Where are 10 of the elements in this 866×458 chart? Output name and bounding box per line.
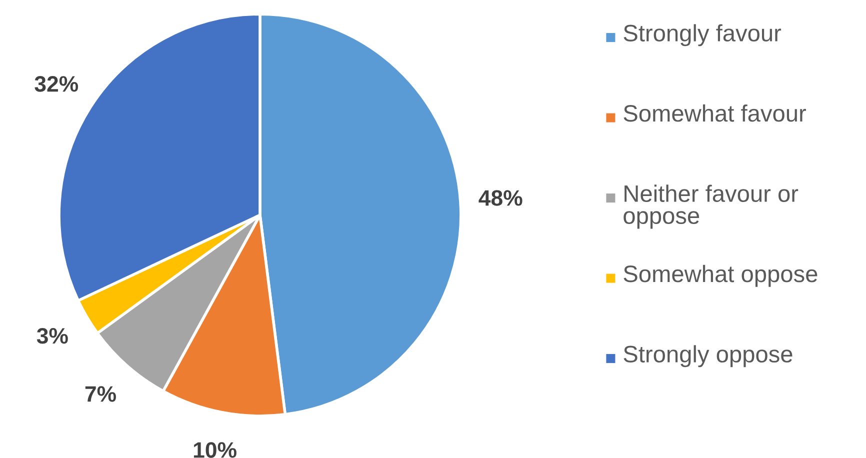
- legend-label: Strongly oppose: [624, 345, 792, 368]
- data-label: 7%: [85, 386, 116, 402]
- data-label: 3%: [36, 328, 68, 344]
- legend-label: Strongly favour: [624, 24, 782, 46]
- legend-label: Somewhat oppose: [624, 264, 818, 287]
- data-label: 48%: [478, 190, 522, 206]
- data-label: 10%: [194, 442, 236, 458]
- legend-label: Neither favour or oppose: [624, 184, 798, 229]
- data-label: 32%: [34, 76, 78, 92]
- legend-label: Somewhat favour: [624, 104, 806, 122]
